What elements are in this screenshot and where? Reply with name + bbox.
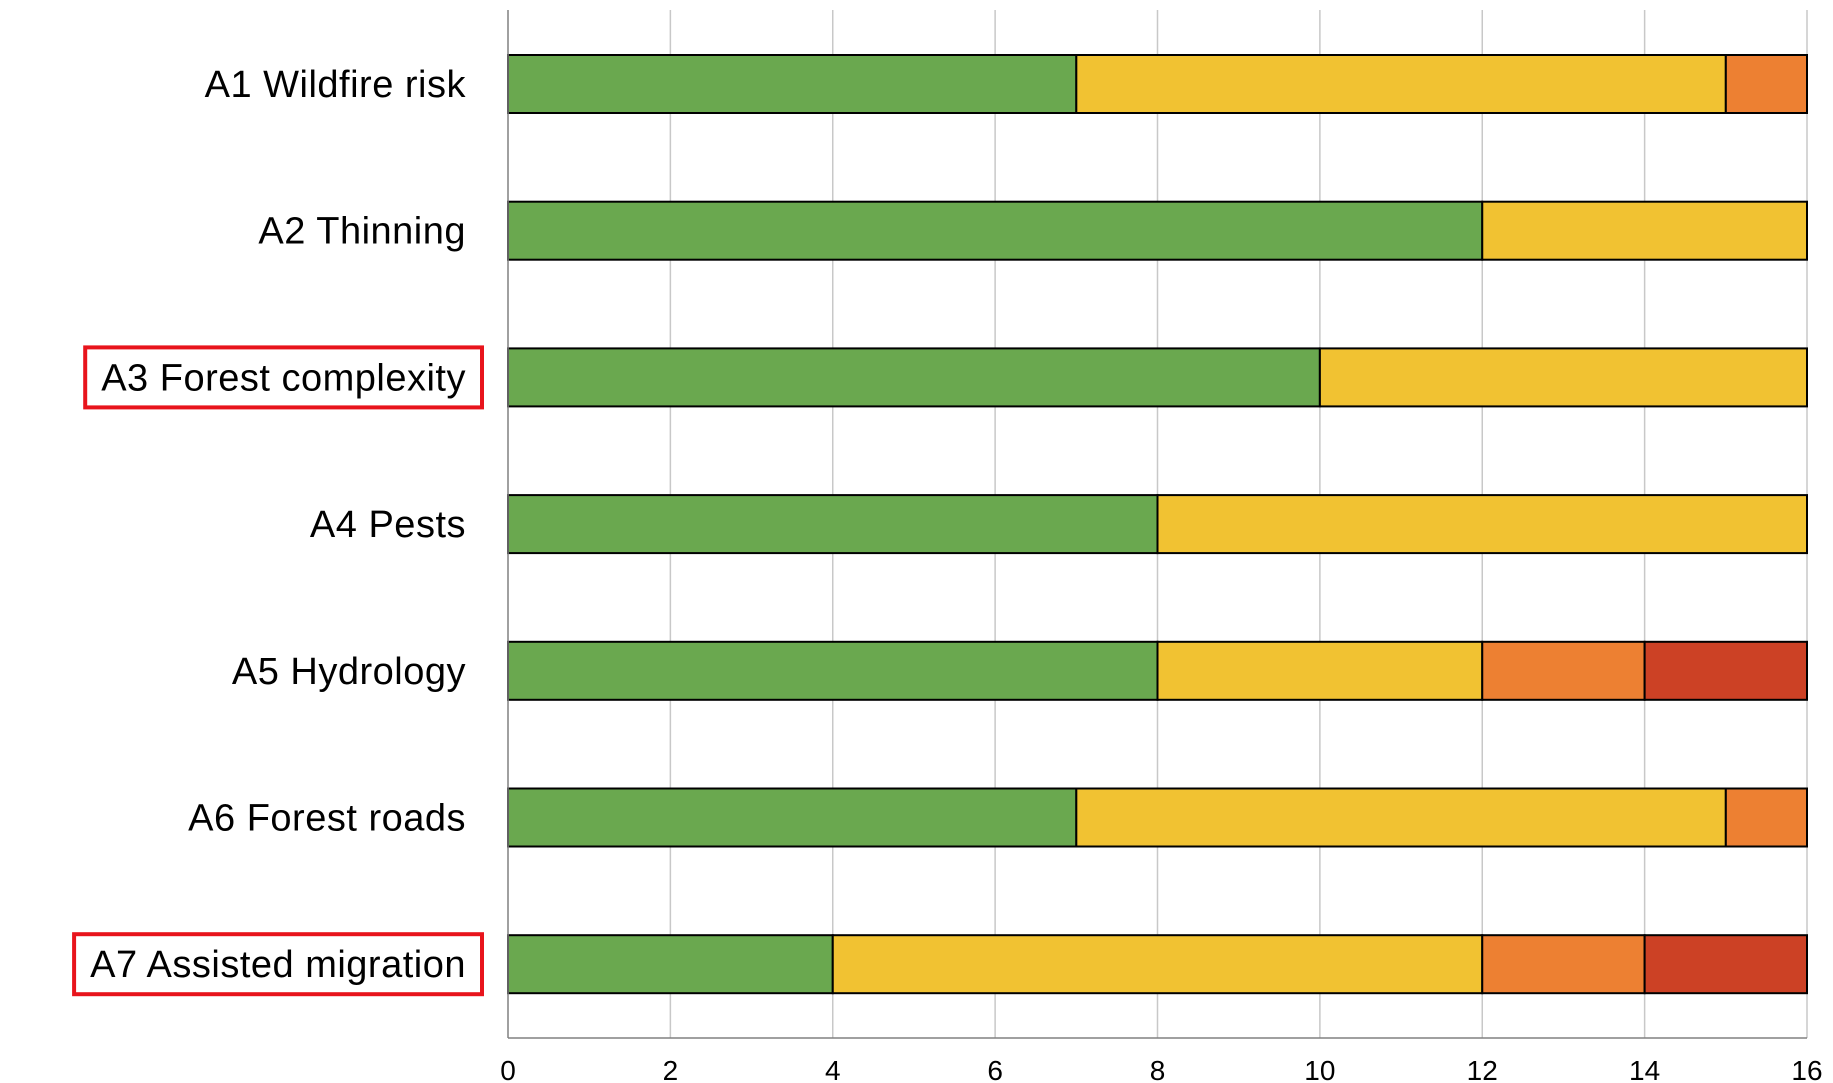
category-labels: A1 Wildfire risk A2 Thinning A3 Forest com…	[72, 64, 484, 997]
bar-segment-4-2	[1156, 494, 1808, 555]
bar-segment-7-1	[507, 934, 834, 995]
category-label-2: A2 Thinning	[258, 211, 466, 253]
highlight-box-3	[83, 345, 484, 410]
bar-segment-6-1	[507, 787, 1078, 848]
bar-segment-5-3	[1481, 640, 1646, 701]
category-label-6: A6 Forest roads	[188, 798, 466, 840]
bar-segment-3-2	[1318, 347, 1808, 408]
bar-segment-2-2	[1481, 200, 1808, 261]
bar-segment-7-3	[1481, 934, 1646, 995]
bar-segment-6-3	[1724, 787, 1808, 848]
bar-segment-1-3	[1724, 54, 1808, 114]
category-label-7: A7 Assisted migration	[90, 944, 466, 986]
bar-segment-1-1	[507, 54, 1078, 114]
bar-segment-4-1	[507, 494, 1159, 555]
category-label-1: A1 Wildfire risk	[205, 64, 467, 106]
bars	[507, 54, 1808, 995]
x-tick-label-8: 8	[1150, 1055, 1166, 1083]
bar-segment-2-1	[507, 200, 1484, 261]
bar-segment-7-2	[831, 934, 1484, 995]
x-tick-label-6: 6	[987, 1055, 1003, 1083]
bar-segment-6-2	[1075, 787, 1727, 848]
x-tick-label-16: 16	[1791, 1055, 1822, 1083]
highlight-box-7	[72, 932, 484, 997]
x-tick-label-12: 12	[1467, 1055, 1498, 1083]
bar-segment-5-4	[1643, 640, 1808, 701]
category-label-3: A3 Forest complexity	[101, 357, 466, 399]
x-tick-label-4: 4	[825, 1055, 841, 1083]
bar-segment-5-2	[1156, 640, 1484, 701]
category-label-5: A5 Hydrology	[232, 651, 466, 693]
x-tick-label-2: 2	[663, 1055, 679, 1083]
x-axis-ticks: 0 2 4 6 8 10 12 14 16	[500, 1055, 1822, 1083]
x-tick-label-0: 0	[500, 1055, 516, 1083]
x-tick-label-14: 14	[1629, 1055, 1660, 1083]
axes	[507, 10, 1807, 1039]
x-tick-label-10: 10	[1304, 1055, 1335, 1083]
bar-segment-5-1	[507, 640, 1159, 701]
category-label-4: A4 Pests	[310, 504, 466, 546]
bar-segment-7-4	[1643, 934, 1808, 995]
bar-segment-3-1	[507, 347, 1321, 408]
bar-segment-1-2	[1075, 54, 1727, 114]
